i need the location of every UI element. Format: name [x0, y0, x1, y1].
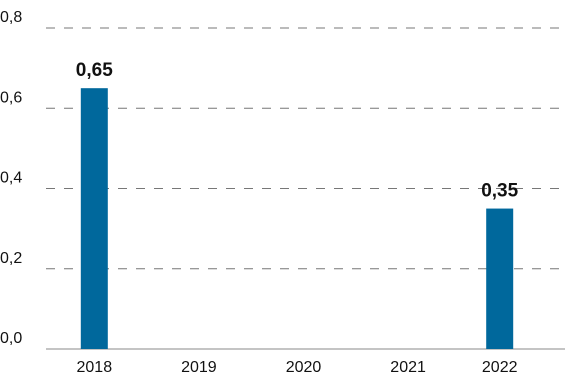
value-label: 0,65	[76, 60, 113, 81]
bar	[486, 208, 514, 349]
value-label: 0,35	[481, 181, 518, 202]
x-tick-label: 2018	[77, 359, 113, 376]
y-tick-label: 0,2	[0, 250, 22, 267]
y-tick-label: 0,0	[0, 330, 22, 347]
x-tick-label: 2020	[286, 359, 322, 376]
y-tick-label: 0,6	[0, 89, 22, 106]
y-tick-label: 0,4	[0, 170, 22, 187]
y-tick-label: 0,8	[0, 9, 22, 26]
x-tick-label: 2019	[181, 359, 217, 376]
x-tick-label: 2022	[482, 359, 518, 376]
bar	[80, 88, 108, 349]
x-tick-label: 2021	[390, 359, 426, 376]
